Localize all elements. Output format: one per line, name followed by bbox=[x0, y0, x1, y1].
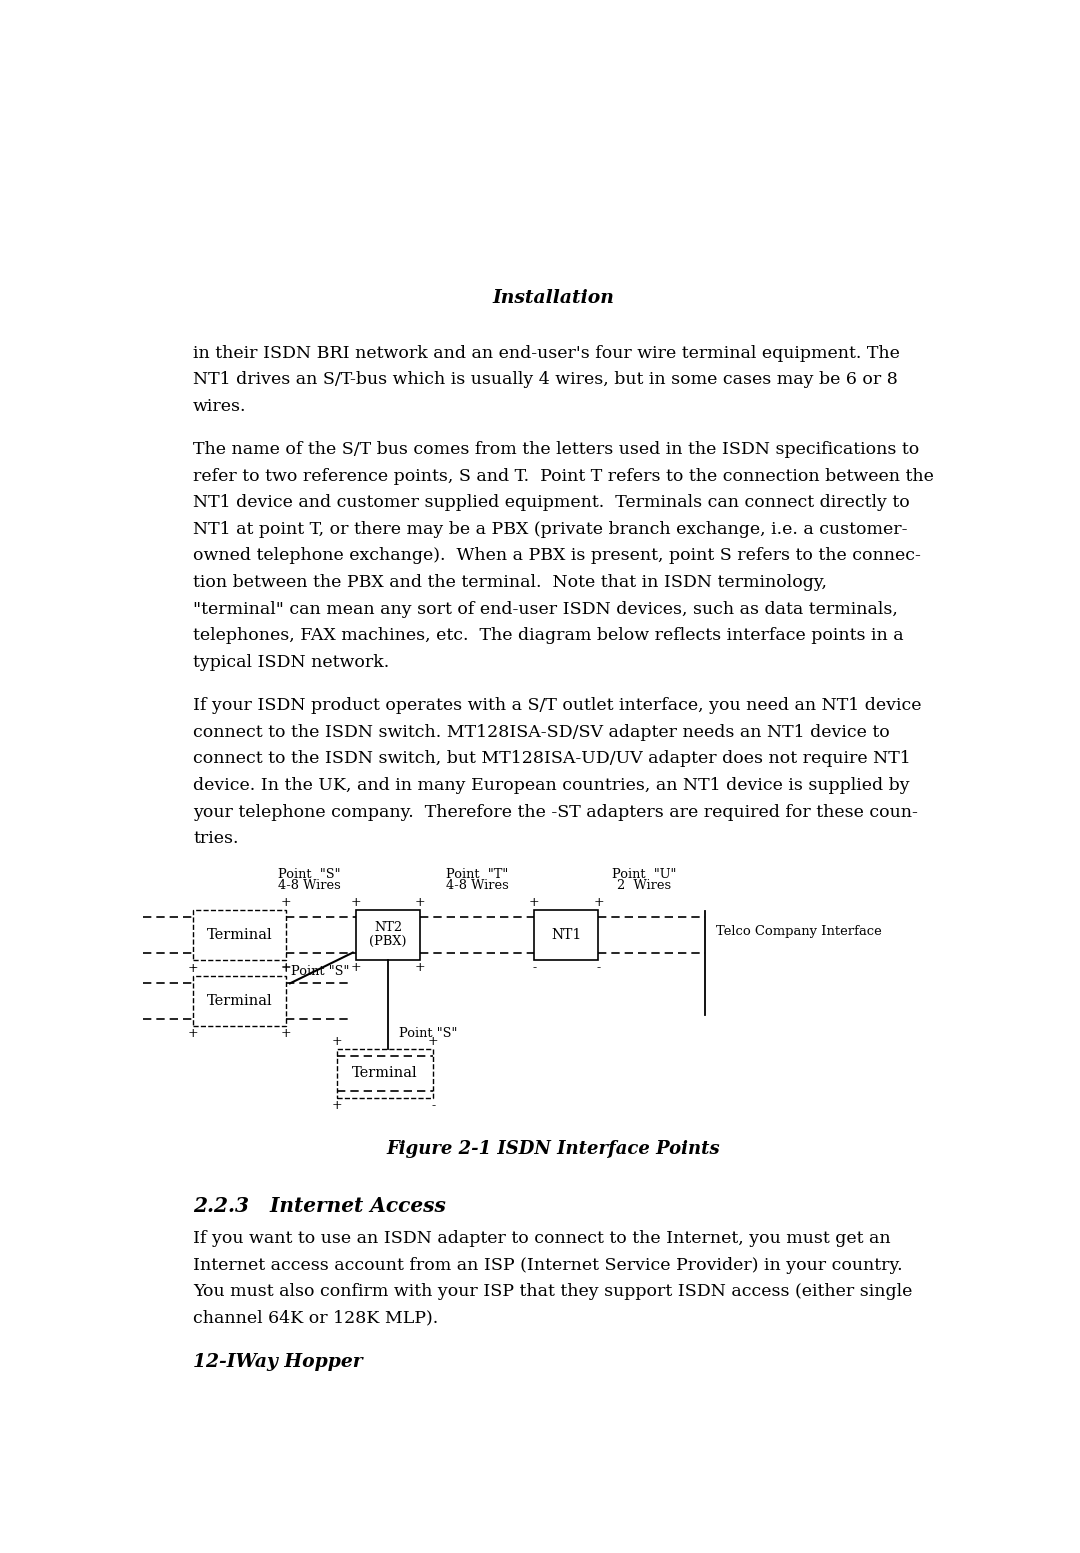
Text: The name of the S/T bus comes from the letters used in the ISDN specifications t: The name of the S/T bus comes from the l… bbox=[193, 441, 919, 458]
Text: in their ISDN BRI network and an end-user's four wire terminal equipment. The: in their ISDN BRI network and an end-use… bbox=[193, 345, 900, 362]
Text: refer to two reference points, S and T.  Point T refers to the connection betwee: refer to two reference points, S and T. … bbox=[193, 467, 934, 485]
Text: NT1 device and customer supplied equipment.  Terminals can connect directly to: NT1 device and customer supplied equipme… bbox=[193, 494, 909, 511]
Text: +: + bbox=[281, 896, 292, 909]
Text: -: - bbox=[431, 1100, 435, 1112]
Text: +: + bbox=[415, 896, 426, 909]
Text: 2.2.3   Internet Access: 2.2.3 Internet Access bbox=[193, 1196, 446, 1216]
Text: Point "S": Point "S" bbox=[399, 1027, 457, 1041]
Text: Point "S": Point "S" bbox=[292, 964, 350, 977]
Bar bbox=[193, 977, 286, 1025]
Text: 12-IWay Hopper: 12-IWay Hopper bbox=[193, 1353, 363, 1371]
Text: Terminal: Terminal bbox=[206, 994, 272, 1008]
Bar bbox=[337, 1048, 433, 1098]
Text: NT1 drives an S/T-bus which is usually 4 wires, but in some cases may be 6 or 8: NT1 drives an S/T-bus which is usually 4… bbox=[193, 371, 897, 388]
Text: device. In the UK, and in many European countries, an NT1 device is supplied by: device. In the UK, and in many European … bbox=[193, 776, 909, 794]
Bar bbox=[193, 910, 286, 960]
Text: connect to the ISDN switch, but MT128ISA-UD/UV adapter does not require NT1: connect to the ISDN switch, but MT128ISA… bbox=[193, 750, 910, 767]
Text: NT1 at point T, or there may be a PBX (private branch exchange, i.e. a customer-: NT1 at point T, or there may be a PBX (p… bbox=[193, 520, 907, 537]
Text: +: + bbox=[593, 896, 604, 909]
Text: "terminal" can mean any sort of end-user ISDN devices, such as data terminals,: "terminal" can mean any sort of end-user… bbox=[193, 601, 897, 618]
Text: +: + bbox=[281, 1027, 292, 1041]
Text: You must also confirm with your ISP that they support ISDN access (either single: You must also confirm with your ISP that… bbox=[193, 1283, 913, 1300]
Text: -: - bbox=[596, 961, 600, 974]
Text: your telephone company.  Therefore the -ST adapters are required for these coun-: your telephone company. Therefore the -S… bbox=[193, 803, 918, 820]
Text: Internet access account from an ISP (Internet Service Provider) in your country.: Internet access account from an ISP (Int… bbox=[193, 1256, 903, 1273]
Text: Terminal: Terminal bbox=[352, 1067, 418, 1081]
Text: +: + bbox=[332, 1034, 341, 1048]
Text: Telco Company Interface: Telco Company Interface bbox=[716, 926, 882, 938]
Text: 4-8 Wires: 4-8 Wires bbox=[278, 879, 341, 891]
Text: tion between the PBX and the terminal.  Note that in ISDN terminology,: tion between the PBX and the terminal. N… bbox=[193, 575, 827, 592]
Text: +: + bbox=[415, 961, 426, 974]
Text: typical ISDN network.: typical ISDN network. bbox=[193, 654, 390, 671]
Text: Point  "U": Point "U" bbox=[611, 868, 676, 881]
Text: connect to the ISDN switch. MT128ISA-SD/SV adapter needs an NT1 device to: connect to the ISDN switch. MT128ISA-SD/… bbox=[193, 724, 890, 741]
Text: +: + bbox=[428, 1034, 438, 1048]
Text: +: + bbox=[281, 963, 292, 975]
Text: Point  "S": Point "S" bbox=[279, 868, 340, 881]
Text: +: + bbox=[281, 961, 292, 974]
Text: Figure 2-1 ISDN Interface Points: Figure 2-1 ISDN Interface Points bbox=[387, 1140, 720, 1159]
Text: 4-8 Wires: 4-8 Wires bbox=[446, 879, 509, 891]
Text: NT2: NT2 bbox=[374, 921, 402, 935]
Text: Point  "T": Point "T" bbox=[446, 868, 509, 881]
Text: +: + bbox=[332, 1100, 341, 1112]
Text: -: - bbox=[191, 961, 195, 974]
Text: +: + bbox=[188, 1027, 199, 1041]
Text: Installation: Installation bbox=[492, 289, 615, 307]
Text: Terminal: Terminal bbox=[206, 927, 272, 941]
Text: If your ISDN product operates with a S/T outlet interface, you need an NT1 devic: If your ISDN product operates with a S/T… bbox=[193, 697, 921, 714]
Text: If you want to use an ISDN adapter to connect to the Internet, you must get an: If you want to use an ISDN adapter to co… bbox=[193, 1230, 891, 1247]
Text: NT1: NT1 bbox=[551, 927, 581, 941]
Text: telephones, FAX machines, etc.  The diagram below reflects interface points in a: telephones, FAX machines, etc. The diagr… bbox=[193, 627, 904, 644]
Text: -: - bbox=[532, 961, 536, 974]
Text: +: + bbox=[351, 896, 361, 909]
Text: owned telephone exchange).  When a PBX is present, point S refers to the connec-: owned telephone exchange). When a PBX is… bbox=[193, 548, 921, 564]
Text: 2  Wires: 2 Wires bbox=[617, 879, 671, 891]
Text: (PBX): (PBX) bbox=[369, 935, 407, 949]
Bar bbox=[356, 910, 420, 960]
Text: wires.: wires. bbox=[193, 398, 246, 415]
Text: channel 64K or 128K MLP).: channel 64K or 128K MLP). bbox=[193, 1309, 438, 1326]
Text: tries.: tries. bbox=[193, 831, 239, 846]
Text: +: + bbox=[529, 896, 539, 909]
Text: +: + bbox=[188, 963, 199, 975]
Text: +: + bbox=[351, 961, 361, 974]
Bar bbox=[535, 910, 598, 960]
